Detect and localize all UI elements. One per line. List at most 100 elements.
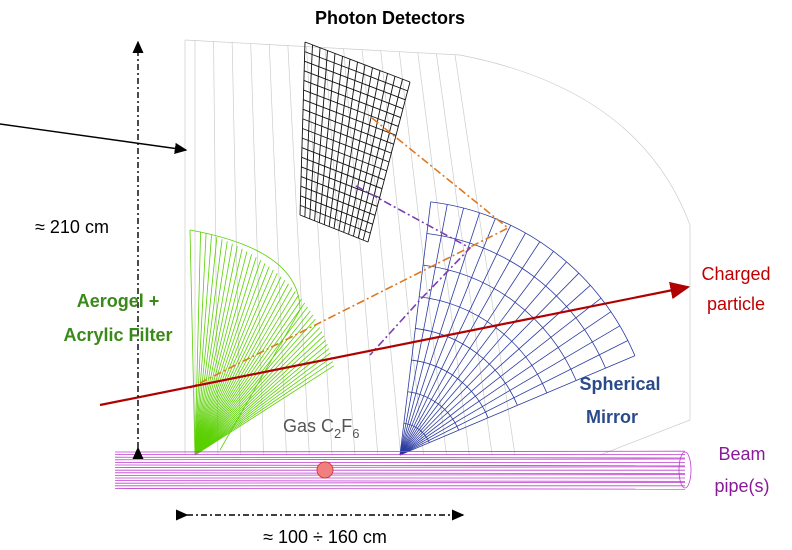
pipe-line [114, 487, 686, 490]
detector-line [301, 156, 383, 190]
wire [417, 52, 470, 456]
height-label: ≈ 210 cm [35, 217, 109, 237]
pipe-end [678, 451, 692, 489]
detector-line [300, 204, 371, 234]
wire [380, 50, 424, 456]
aerogel-line [194, 283, 289, 456]
aerogel-line [194, 287, 293, 456]
particle-label: Charged [701, 264, 770, 284]
wire [324, 47, 356, 456]
detector-line [302, 118, 392, 154]
wire [306, 46, 333, 456]
aerogel-line [194, 310, 311, 456]
aerogel-line [194, 276, 282, 456]
wire [361, 49, 402, 456]
detector-line [303, 80, 401, 118]
aerogel-line [194, 327, 321, 456]
detector-line [300, 176, 378, 207]
aerogel-fan [189, 229, 335, 456]
aerogel-line [194, 231, 201, 456]
pipe-line [114, 480, 686, 482]
pipe-line [114, 466, 686, 469]
aerogel-line [194, 266, 270, 456]
pipe-line [114, 464, 686, 467]
mirror-line [399, 355, 636, 456]
pipe-line [114, 474, 686, 476]
photon-paths [189, 117, 510, 389]
mirror-fan [399, 201, 636, 456]
title: Photon Detectors [315, 8, 465, 28]
detector-line [302, 128, 390, 163]
beam-label: Beam [718, 444, 765, 464]
aerogel-line [194, 331, 323, 456]
aerogel-line [194, 246, 238, 456]
aerogel-line [194, 248, 243, 456]
gas-label: Gas C2F6 [283, 416, 359, 441]
mirror-arc [430, 201, 636, 356]
aerogel-line [194, 254, 253, 456]
mirror-label: Mirror [586, 407, 638, 427]
mirror-arc [419, 296, 548, 394]
aerogel-line [194, 280, 286, 456]
aerogel-line [194, 323, 318, 456]
aerogel-line [194, 302, 306, 456]
interaction-point [316, 461, 334, 479]
aerogel-line [194, 260, 261, 456]
mirror-arc [426, 233, 606, 369]
aerogel-line [194, 365, 335, 456]
pipe-line [114, 472, 686, 475]
photon-detector [299, 41, 411, 243]
detector-line [300, 195, 373, 225]
gas-text: F [341, 416, 352, 436]
gas-sub: 6 [352, 426, 359, 441]
detector-line [299, 214, 369, 243]
aerogel-line [194, 239, 223, 456]
aerogel-edge [189, 229, 301, 451]
aerogel-line [194, 348, 330, 456]
aerogel-line [194, 263, 266, 456]
photon-path [189, 117, 510, 389]
wire [398, 51, 447, 456]
aerogel-line [194, 356, 332, 456]
detector-line [301, 147, 385, 181]
detector-line [302, 108, 394, 145]
pipe-line [114, 450, 686, 453]
mirror-arc [403, 422, 430, 443]
pipe-line [114, 481, 686, 484]
aerogel-line [194, 306, 308, 456]
wire [436, 53, 493, 456]
wire [287, 45, 310, 456]
detector-line [302, 137, 387, 172]
aerogel-line [194, 251, 248, 456]
aerogel-line [194, 269, 274, 456]
mirror-arc [407, 391, 460, 431]
wire [454, 54, 516, 456]
aerogel-line [194, 339, 326, 456]
particle-track [99, 281, 691, 407]
detector-line [304, 60, 406, 101]
mirror-line [399, 201, 432, 456]
detector-line [300, 185, 376, 216]
detector-line [303, 99, 397, 136]
gas-text: Gas C [283, 416, 334, 436]
gas-sub: 2 [334, 426, 341, 441]
length-label: ≈ 100 ÷ 160 cm [263, 527, 387, 547]
aerogel-label: Aerogel + [77, 291, 160, 311]
aerogel-line [194, 352, 331, 456]
detector-line [304, 51, 408, 92]
aerogel-line [194, 257, 257, 456]
photon-path [355, 185, 472, 356]
mirror-arc [411, 359, 489, 418]
detector-line [304, 70, 404, 110]
detector-line [301, 166, 380, 198]
pipe-line [114, 458, 686, 461]
beam-label: pipe(s) [714, 476, 769, 496]
wire [268, 44, 287, 456]
aerogel-label: Acrylic Filter [63, 325, 172, 345]
vessel-wireframe [184, 39, 691, 456]
aerogel-line [194, 335, 325, 456]
aerogel-line [194, 273, 278, 456]
aerogel-line [194, 298, 303, 456]
aerogel-line [194, 243, 233, 456]
